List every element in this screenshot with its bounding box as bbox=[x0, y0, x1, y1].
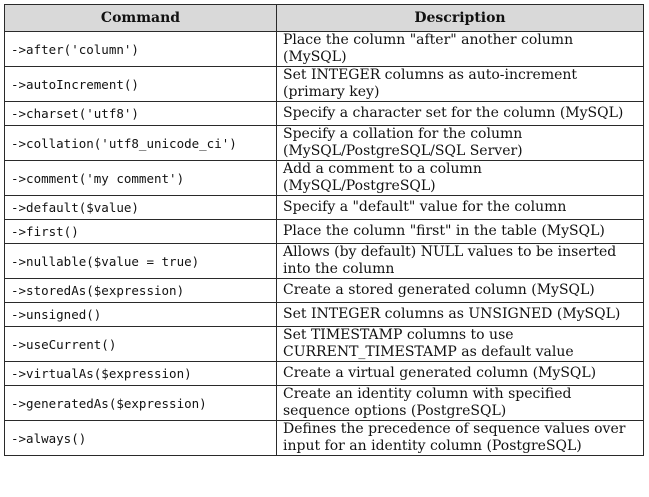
command-cell: ->nullable($value = true) bbox=[4, 243, 277, 279]
command-cell: ->generatedAs($expression) bbox=[4, 385, 277, 421]
table-row: ->collation('utf8_unicode_ci') Specify a… bbox=[4, 125, 644, 161]
command-column-header: Command bbox=[4, 4, 277, 32]
command-cell: ->collation('utf8_unicode_ci') bbox=[4, 125, 277, 161]
description-cell: Add a comment to a column (MySQL/Postgre… bbox=[276, 160, 644, 196]
command-cell: ->charset('utf8') bbox=[4, 101, 277, 126]
command-cell: ->first() bbox=[4, 219, 277, 244]
description-cell: Specify a collation for the column (MySQ… bbox=[276, 125, 644, 161]
table-row: ->autoIncrement() Set INTEGER columns as… bbox=[4, 66, 644, 102]
command-cell: ->after('column') bbox=[4, 31, 277, 67]
table-row: ->charset('utf8') Specify a character se… bbox=[4, 101, 644, 126]
command-cell: ->always() bbox=[4, 420, 277, 456]
description-cell: Create an identity column with specified… bbox=[276, 385, 644, 421]
description-cell: Allows (by default) NULL values to be in… bbox=[276, 243, 644, 279]
table-row: ->first() Place the column "first" in th… bbox=[4, 219, 644, 244]
description-cell: Set INTEGER columns as UNSIGNED (MySQL) bbox=[276, 302, 644, 327]
description-cell: Specify a character set for the column (… bbox=[276, 101, 644, 126]
command-cell: ->virtualAs($expression) bbox=[4, 361, 277, 386]
table-row: ->always() Defines the precedence of seq… bbox=[4, 420, 644, 456]
header-row: Command Description bbox=[4, 4, 644, 32]
table-row: ->unsigned() Set INTEGER columns as UNSI… bbox=[4, 302, 644, 327]
description-cell: Defines the precedence of sequence value… bbox=[276, 420, 644, 456]
table-row: ->after('column') Place the column "afte… bbox=[4, 31, 644, 67]
description-column-header: Description bbox=[276, 4, 644, 32]
description-cell: Create a stored generated column (MySQL) bbox=[276, 278, 644, 303]
command-cell: ->comment('my comment') bbox=[4, 160, 277, 196]
description-cell: Specify a "default" value for the column bbox=[276, 195, 644, 220]
description-cell: Create a virtual generated column (MySQL… bbox=[276, 361, 644, 386]
command-cell: ->storedAs($expression) bbox=[4, 278, 277, 303]
command-cell: ->default($value) bbox=[4, 195, 277, 220]
column-modifiers-table: Command Description ->after('column') Pl… bbox=[4, 4, 644, 456]
description-cell: Place the column "first" in the table (M… bbox=[276, 219, 644, 244]
table-row: ->nullable($value = true) Allows (by def… bbox=[4, 243, 644, 279]
table-row: ->generatedAs($expression) Create an ide… bbox=[4, 385, 644, 421]
description-cell: Set INTEGER columns as auto-increment (p… bbox=[276, 66, 644, 102]
description-cell: Set TIMESTAMP columns to use CURRENT_TIM… bbox=[276, 326, 644, 362]
description-cell: Place the column "after" another column … bbox=[276, 31, 644, 67]
table-row: ->default($value) Specify a "default" va… bbox=[4, 195, 644, 220]
table-row: ->virtualAs($expression) Create a virtua… bbox=[4, 361, 644, 386]
command-cell: ->useCurrent() bbox=[4, 326, 277, 362]
command-cell: ->unsigned() bbox=[4, 302, 277, 327]
command-cell: ->autoIncrement() bbox=[4, 66, 277, 102]
table-row: ->useCurrent() Set TIMESTAMP columns to … bbox=[4, 326, 644, 362]
table-row: ->storedAs($expression) Create a stored … bbox=[4, 278, 644, 303]
table-row: ->comment('my comment') Add a comment to… bbox=[4, 160, 644, 196]
